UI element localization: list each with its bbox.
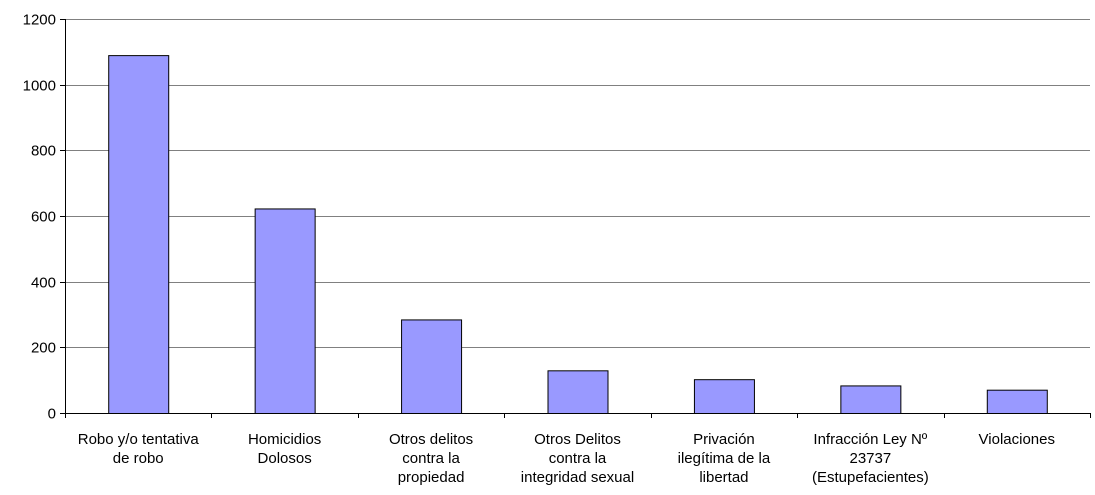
- category-label-line: Infracción Ley Nº: [813, 431, 927, 448]
- bar-2: [401, 319, 463, 414]
- category-label-line: contra la: [402, 450, 460, 467]
- bar-5: [840, 385, 902, 415]
- bar-3: [547, 370, 609, 415]
- bar-6: [986, 389, 1048, 414]
- category-label-line: Otros Delitos: [534, 431, 621, 448]
- category-label: Homicidios Dolosos: [248, 431, 321, 467]
- category-label-line: ilegítima de la: [678, 450, 771, 467]
- category-label-line: 23737: [849, 450, 891, 467]
- category-label-line: integridad sexual: [521, 469, 634, 486]
- category-label-line: Homicidios: [248, 431, 321, 448]
- category-label-line: de robo: [113, 450, 164, 467]
- y-tick-label: 1000: [23, 78, 56, 95]
- category-labels: Robo y/o tentativa de robo Homicidios Dolos…: [78, 431, 1055, 486]
- category-label-line: libertad: [699, 469, 748, 486]
- category-label: Violaciones: [979, 431, 1055, 448]
- category-label-line: Privación: [693, 431, 755, 448]
- category-label-line: contra la: [549, 450, 607, 467]
- category-label: Privación ilegítima de la libertad: [678, 431, 771, 486]
- category-label-line: Otros delitos: [389, 431, 473, 448]
- bar-4: [693, 379, 755, 415]
- category-label: Infracción Ley Nº 23737 (Estupefacientes): [812, 431, 929, 486]
- axes: [60, 19, 1091, 418]
- category-label: Robo y/o tentativa de robo: [78, 431, 200, 467]
- y-tick-label: 1200: [23, 12, 56, 29]
- bar-1: [254, 208, 316, 414]
- bar-0: [108, 55, 170, 414]
- y-tick-label: 800: [31, 143, 56, 160]
- category-label-line: propiedad: [398, 469, 465, 486]
- category-label-line: Robo y/o tentativa: [78, 431, 200, 448]
- gridlines: [65, 19, 1090, 348]
- y-tick-label: 600: [31, 209, 56, 226]
- category-label: Otros delitos contra la propiedad: [389, 431, 473, 486]
- category-label-line: Dolosos: [258, 450, 312, 467]
- y-tick-label: 400: [31, 275, 56, 292]
- category-label-line: Violaciones: [979, 431, 1055, 448]
- y-tick-label: 0: [48, 406, 56, 423]
- bars: [108, 55, 1048, 415]
- category-label: Otros Delitos contra la integridad sexual: [521, 431, 634, 486]
- y-tick-labels: 0 200 400 600 800 1000 1200: [23, 12, 56, 423]
- category-label-line: (Estupefacientes): [812, 469, 929, 486]
- y-tick-label: 200: [31, 340, 56, 357]
